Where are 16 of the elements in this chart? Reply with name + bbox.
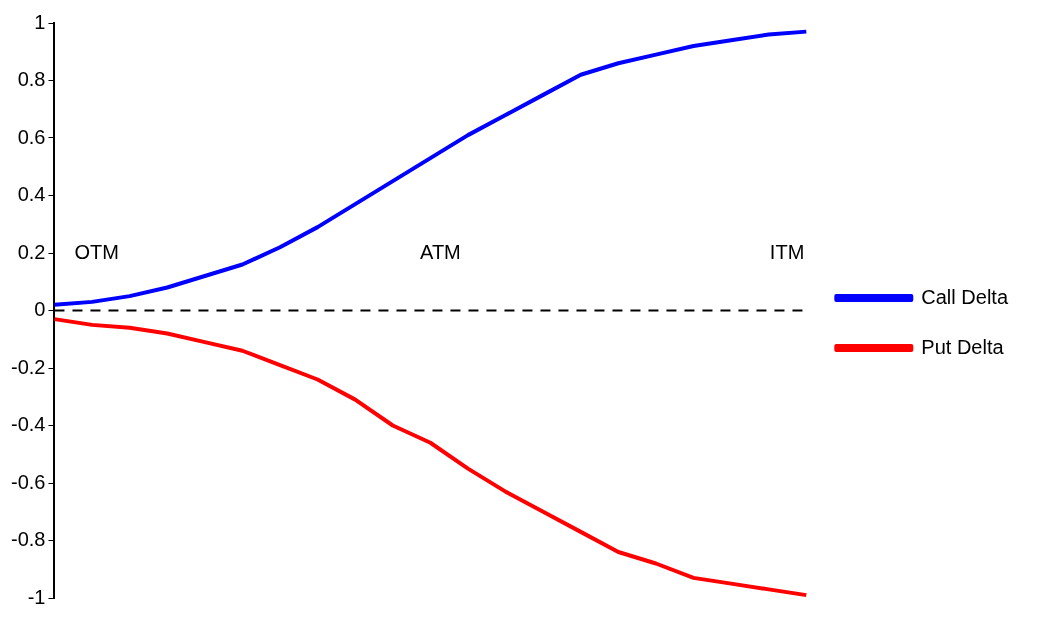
y-tick-label: 0.8 (17, 68, 46, 91)
y-tick-label: -0.6 (10, 470, 46, 493)
y-tick-label: -0.2 (10, 355, 46, 378)
y-tick-label: -1 (27, 585, 46, 608)
y-tick-label: -0.8 (10, 528, 46, 551)
y-tick-label: 0.6 (17, 125, 46, 148)
y-tick-label: 0.4 (17, 183, 46, 206)
y-tick-label: 1 (34, 10, 46, 33)
annotation: ATM (420, 240, 461, 263)
y-tick-label: -0.4 (10, 413, 46, 436)
annotation: ITM (769, 240, 805, 263)
y-tick-label: 0 (34, 298, 46, 321)
legend-label: Call Delta (921, 285, 1009, 308)
legend-label: Put Delta (921, 335, 1005, 358)
y-tick-label: 0.2 (17, 240, 46, 263)
annotation: OTM (74, 240, 119, 263)
